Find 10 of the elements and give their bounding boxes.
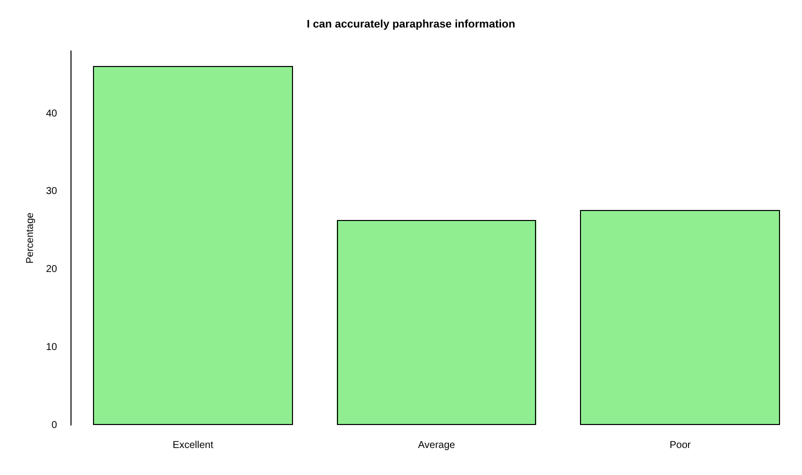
y-axis-title: Percentage bbox=[24, 212, 36, 264]
y-tick-label: 40 bbox=[46, 108, 58, 120]
chart-title: I can accurately paraphrase information bbox=[306, 18, 516, 31]
x-tick-label: Excellent bbox=[172, 440, 214, 451]
x-tick-label: Poor bbox=[670, 440, 692, 451]
y-tick-label: 30 bbox=[46, 186, 58, 198]
x-tick-label: Average bbox=[418, 440, 456, 451]
y-tick-label: 0 bbox=[52, 420, 58, 431]
y-tick-label: 10 bbox=[46, 342, 58, 353]
y-tick-label: 20 bbox=[46, 264, 58, 275]
